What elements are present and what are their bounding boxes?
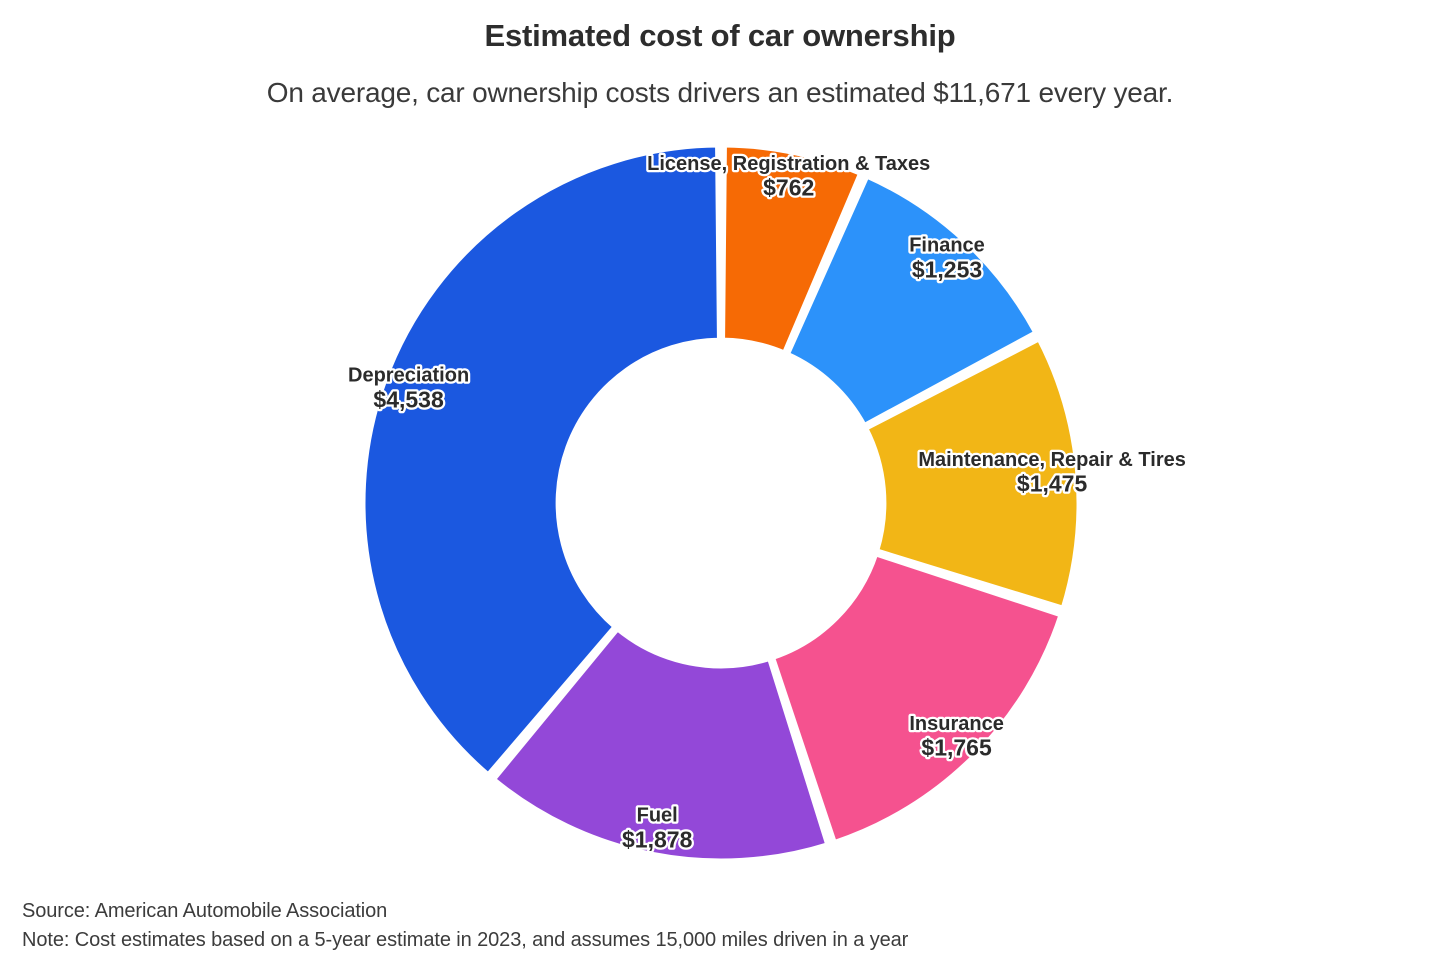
donut-chart: License, Registration & Taxes $762 Finance…	[0, 128, 1440, 878]
slice-value-label: $4,538	[373, 386, 444, 412]
donut-slice[interactable]	[770, 551, 1064, 846]
donut-chart-svg: License, Registration & Taxes$762 Finance…	[346, 142, 1188, 864]
donut-slices	[360, 142, 1082, 864]
chart-subtitle: On average, car ownership costs drivers …	[266, 77, 1174, 108]
slice-category-label: Fuel	[637, 805, 678, 827]
slice-category-label: License, Registration & Taxes	[647, 153, 930, 175]
slice-category-label: Depreciation	[348, 364, 469, 386]
slice-value-label: $1,253	[912, 256, 982, 282]
donut-slice[interactable]	[784, 173, 1039, 429]
slice-value-label: $1,765	[921, 735, 992, 761]
donut-slice[interactable]	[490, 626, 831, 864]
donut-slice[interactable]	[720, 142, 864, 356]
donut-slice[interactable]	[863, 336, 1082, 611]
footer-note: Note: Cost estimates based on a 5-year e…	[22, 928, 909, 951]
slice-category-label: Maintenance, Repair & Tires	[918, 449, 1186, 471]
slice-category-label: Finance	[909, 234, 985, 256]
donut-slice-labels: License, Registration & Taxes$762 Finance…	[346, 151, 1188, 855]
donut-slice[interactable]	[360, 142, 722, 778]
slice-category-label: Insurance	[909, 713, 1003, 735]
page-title: Estimated cost of car ownership	[484, 18, 956, 53]
slice-value-label: $762	[763, 175, 814, 201]
slice-value-label: $1,475	[1017, 471, 1088, 497]
footer-source: Source: American Automobile Association	[22, 900, 388, 923]
chart-footer: Source: American Automobile Association …	[22, 897, 1412, 954]
slice-value-label: $1,878	[622, 826, 693, 852]
